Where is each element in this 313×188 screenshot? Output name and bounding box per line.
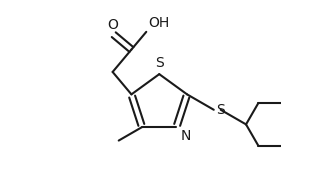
Text: S: S bbox=[216, 103, 225, 117]
Text: OH: OH bbox=[148, 16, 169, 30]
Text: S: S bbox=[155, 56, 164, 70]
Text: N: N bbox=[180, 129, 191, 143]
Text: O: O bbox=[107, 18, 118, 32]
